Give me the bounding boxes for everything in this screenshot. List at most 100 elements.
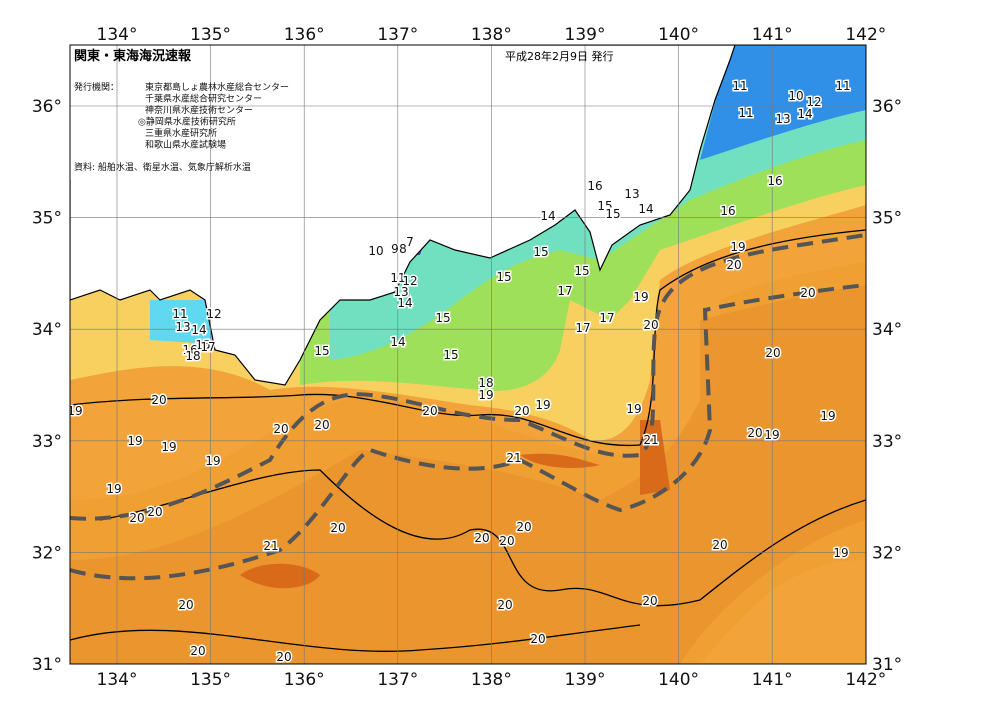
contour-label: 19 — [478, 388, 493, 402]
contour-label: 20 — [314, 418, 329, 432]
contour-label: 20 — [330, 521, 345, 535]
contour-label: 19 — [67, 404, 82, 418]
contour-label: 19 — [205, 454, 220, 468]
lat-label-right: 36° — [872, 97, 902, 117]
contour-label: 11 — [732, 79, 747, 93]
contour-label: 20 — [643, 318, 658, 332]
contour-label: 15 — [597, 199, 612, 213]
issuer: 三重県水産研究所 — [145, 127, 217, 139]
lat-label-left: 31° — [32, 655, 62, 675]
lon-label-top: 137° — [377, 25, 418, 45]
contour-label: 19 — [764, 428, 779, 442]
contour-label: 15 — [195, 338, 210, 352]
axis-labels: 134° 134° 135° 135° 136° 136° 137° 137° 138° 138°… — [32, 25, 902, 690]
lat-label-right: 31° — [872, 655, 902, 675]
contour-label: 11 — [172, 307, 187, 321]
lat-label-right: 34° — [872, 320, 902, 340]
lat-label-left: 35° — [32, 209, 62, 229]
lon-label-top: 141° — [752, 25, 793, 45]
contour-label: 20 — [642, 594, 657, 608]
contour-label: 20 — [514, 404, 529, 418]
issuer: ◎静岡県水産技術研究所 — [138, 116, 236, 128]
lon-label-top: 136° — [284, 25, 325, 45]
contour-label: 17 — [200, 340, 215, 354]
issuer-label: 発行機関： — [74, 81, 119, 93]
contour-label: 15 — [314, 344, 329, 358]
lon-label-top: 140° — [658, 25, 699, 45]
lon-label-bottom: 138° — [471, 670, 512, 690]
lon-label-top: 135° — [190, 25, 231, 45]
contour-label: 20 — [747, 426, 762, 440]
contour-label: 17 — [599, 311, 614, 325]
contour-label: 19 — [626, 402, 641, 416]
contour-label: 20 — [190, 644, 205, 658]
contour-label: 19 — [820, 409, 835, 423]
contour-label: 19 — [535, 398, 550, 412]
contour-label: 18 — [478, 376, 493, 390]
contour-label: 21 — [506, 451, 521, 465]
contour-label: 19 — [127, 434, 142, 448]
contour-label: 20 — [276, 650, 291, 664]
contour-label: 16 — [720, 204, 735, 218]
lat-label-left: 32° — [32, 543, 62, 563]
contour-label: 15 — [496, 270, 511, 284]
lat-label-right: 32° — [872, 543, 902, 563]
contour-label: 12 — [806, 95, 821, 109]
lat-label-right: 35° — [872, 209, 902, 229]
contour-label: 21 — [643, 433, 658, 447]
lon-label-top: 138° — [471, 25, 512, 45]
contour-label: 17 — [575, 321, 590, 335]
issuer: 東京都島しょ農林水産総合センター — [145, 81, 289, 93]
issuer: 千葉県水産総合研究センター — [145, 93, 262, 105]
contour-label: 11 — [738, 106, 753, 120]
contour-label: 20 — [151, 393, 166, 407]
contour-label: 14 — [191, 323, 206, 337]
lon-label-bottom: 136° — [284, 670, 325, 690]
lat-label-right: 33° — [872, 432, 902, 452]
contour-label: 10 — [368, 244, 383, 258]
lon-label-bottom: 137° — [377, 670, 418, 690]
issuer-list: 東京都島しょ農林水産総合センター千葉県水産総合研究センター神奈川県水産技術センタ… — [138, 81, 289, 151]
lon-label-top: 139° — [565, 25, 606, 45]
contour-label: 14 — [390, 335, 405, 349]
lat-label-left: 33° — [32, 432, 62, 452]
contour-label: 14 — [397, 296, 412, 310]
contour-label: 19 — [161, 440, 176, 454]
contour-label: 20 — [422, 404, 437, 418]
lon-label-bottom: 139° — [565, 670, 606, 690]
contour-label: 15 — [443, 348, 458, 362]
issuer: 神奈川県水産技術センター — [145, 104, 253, 116]
contour-label: 20 — [178, 598, 193, 612]
contour-label: 13 — [624, 187, 639, 201]
lat-label-left: 34° — [32, 320, 62, 340]
contour-label: 16 — [182, 343, 197, 357]
issue-date: 平成28年2月9日 発行 — [505, 49, 614, 63]
map-title: 関東・東海海況速報 — [74, 48, 192, 64]
contour-label: 14 — [540, 209, 555, 223]
issuer: 和歌山県水産試験場 — [145, 139, 226, 151]
contour-label: 15 — [533, 245, 548, 259]
contour-label: 20 — [129, 511, 144, 525]
contour-label: 20 — [516, 520, 531, 534]
contour-label: 20 — [499, 534, 514, 548]
contour-label: 20 — [726, 258, 741, 272]
lat-label-left: 36° — [32, 97, 62, 117]
contour-label: 15 — [574, 264, 589, 278]
lon-label-bottom: 134° — [97, 670, 138, 690]
contour-label: 13 — [775, 112, 790, 126]
contour-label: 13 — [393, 285, 408, 299]
contour-label: 18 — [185, 349, 200, 363]
contour-label: 7 — [406, 235, 414, 249]
contour-label: 20 — [474, 531, 489, 545]
contour-label: 20 — [147, 505, 162, 519]
contour-label: 14 — [797, 107, 812, 121]
lon-label-bottom: 141° — [752, 670, 793, 690]
kuroshio-axis — [70, 233, 866, 581]
contour-label: 19 — [106, 482, 121, 496]
contour-label: 20 — [497, 598, 512, 612]
lon-label-bottom: 142° — [845, 670, 886, 690]
contour-label: 15 — [435, 311, 450, 325]
map-frame — [69, 44, 867, 665]
